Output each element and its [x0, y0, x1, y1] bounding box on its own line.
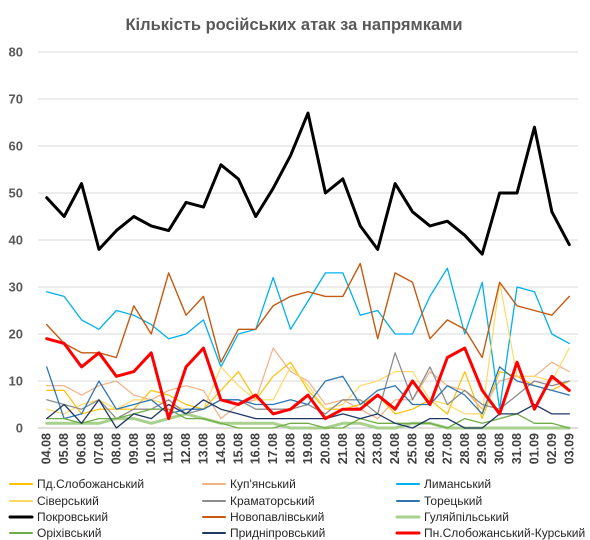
x-tick-label: 02.09 — [545, 433, 559, 464]
y-tick-label: 30 — [9, 280, 23, 295]
x-tick-label: 20.08 — [318, 433, 332, 464]
x-tick-label: 26.08 — [423, 433, 437, 464]
x-tick-label: 05.08 — [57, 433, 71, 464]
x-axis: 04.08 05.08 06.08 07.08 08.08 09.08 10.08 11.08… — [40, 433, 577, 464]
x-tick-label: 12.08 — [179, 433, 193, 464]
y-tick-label: 70 — [9, 92, 23, 107]
x-tick-label: 23.08 — [371, 433, 385, 464]
x-tick-label: 10.08 — [144, 433, 158, 464]
y-axis: 0 10 20 30 40 50 60 70 80 — [9, 45, 23, 436]
x-tick-label: 30.08 — [493, 433, 507, 464]
series-line — [45, 337, 571, 421]
series-line — [46, 399, 570, 429]
legend-label: Куп'янський — [230, 477, 296, 491]
y-tick-label: 10 — [9, 374, 23, 389]
chart-title: Кількість російських атак за напрямками — [125, 16, 462, 34]
x-tick-label: 21.08 — [336, 433, 350, 464]
x-tick-label: 27.08 — [440, 433, 454, 464]
legend: Пд.Слобожанський Куп'янський Лиманський Сів… — [8, 477, 585, 540]
x-tick-label: 03.09 — [562, 433, 576, 464]
x-tick-label: 15.08 — [231, 433, 245, 464]
x-tick-label: 14.08 — [214, 433, 228, 464]
x-tick-label: 08.08 — [109, 433, 123, 464]
y-tick-label: 0 — [16, 421, 23, 436]
legend-label: Придніпровський — [230, 526, 325, 540]
x-tick-label: 13.08 — [196, 433, 210, 464]
legend-label: Торецький — [424, 494, 482, 508]
y-tick-label: 20 — [9, 327, 23, 342]
x-tick-label: 25.08 — [406, 433, 420, 464]
series-line — [45, 111, 571, 256]
legend-label: Гуляйпільський — [424, 510, 509, 524]
series-line — [46, 267, 570, 410]
y-tick-label: 50 — [9, 186, 23, 201]
x-tick-label: 29.08 — [475, 433, 489, 464]
legend-label: Новопавлівський — [230, 510, 324, 524]
x-tick-label: 28.08 — [458, 433, 472, 464]
y-tick-label: 60 — [9, 139, 23, 154]
x-tick-label: 01.09 — [527, 433, 541, 464]
y-tick-label: 80 — [9, 45, 23, 60]
legend-label: Пн.Слобожанський-Курський — [424, 526, 585, 540]
x-tick-label: 22.08 — [353, 433, 367, 464]
legend-label: Покровський — [37, 510, 108, 524]
x-tick-label: 11.08 — [162, 433, 176, 464]
x-tick-label: 24.08 — [388, 433, 402, 464]
x-tick-label: 31.08 — [510, 433, 524, 464]
y-tick-label: 40 — [9, 233, 23, 248]
x-tick-label: 04.08 — [40, 433, 54, 464]
x-tick-label: 18.08 — [284, 433, 298, 464]
legend-label: Пд.Слобожанський — [37, 477, 144, 491]
x-tick-label: 07.08 — [92, 433, 106, 464]
legend-label: Лиманський — [424, 477, 491, 491]
series-line — [46, 347, 570, 420]
x-tick-label: 06.08 — [75, 433, 89, 464]
x-tick-label: 19.08 — [301, 433, 315, 464]
series-line — [46, 366, 570, 420]
legend-label: Сіверський — [37, 494, 99, 508]
series-line — [46, 262, 570, 363]
x-tick-label: 17.08 — [266, 433, 280, 464]
x-tick-label: 16.08 — [249, 433, 263, 464]
series-lines — [45, 111, 571, 430]
legend-label: Оріхівський — [37, 526, 102, 540]
x-tick-label: 09.08 — [127, 433, 141, 464]
legend-label: Краматорський — [230, 494, 315, 508]
